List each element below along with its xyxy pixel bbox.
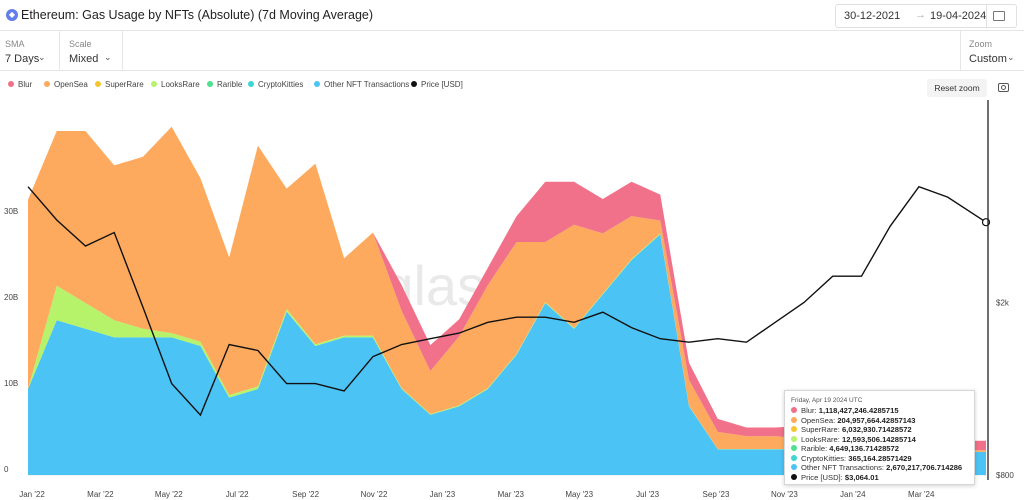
x-tick-label: Jan '23: [430, 490, 456, 499]
legend-item-price[interactable]: Price [USD]: [411, 80, 463, 89]
y-axis-right: $800 $2k: [996, 299, 1014, 481]
tooltip-row-rarible: Rarible: 4,649,136.71428572: [791, 444, 899, 453]
area-opensea: [28, 126, 986, 452]
x-tick-label: Nov '23: [771, 490, 798, 499]
zoom-select[interactable]: Zoom Custom ⌄: [960, 31, 1024, 71]
x-tick-label: Jan '24: [840, 490, 866, 499]
stacked-areas: [28, 126, 986, 475]
x-tick-label: Jul '23: [636, 490, 659, 499]
legend-item-looksrare[interactable]: LooksRare: [151, 80, 200, 89]
divider: [986, 5, 987, 27]
legend-item-superrare[interactable]: SuperRare: [95, 80, 144, 89]
x-tick-label: Sep '23: [703, 490, 730, 499]
tooltip-row-cryptokitties: CryptoKitties: 365,164.28571429: [791, 454, 912, 463]
header-bar: ◆ Ethereum: Gas Usage by NFTs (Absolute)…: [0, 0, 1024, 31]
x-tick-label: Mar '23: [498, 490, 525, 499]
legend-item-cryptokitties[interactable]: CryptoKitties: [248, 80, 303, 89]
date-range-picker[interactable]: 30-12-2021 → 19-04-2024: [835, 4, 1017, 28]
tooltip-row-other-nft: Other NFT Transactions: 2,670,217,706.71…: [791, 463, 962, 472]
chart-tooltip: Friday, Apr 19 2024 UTC Blur: 1,118,427,…: [784, 390, 975, 485]
scale-select[interactable]: Scale Mixed ⌄: [60, 31, 123, 71]
page-title: Ethereum: Gas Usage by NFTs (Absolute) (…: [21, 8, 374, 22]
scale-value: Mixed: [69, 53, 99, 65]
y-tick-right: $800: [996, 471, 1014, 480]
date-from-field[interactable]: 30-12-2021: [844, 10, 901, 22]
zoom-label: Zoom: [969, 39, 993, 49]
ethereum-icon: ◆: [6, 9, 18, 21]
reset-zoom-button[interactable]: Reset zoom: [927, 79, 987, 97]
price-line: [27, 185, 987, 417]
tooltip-row-price: Price [USD]: $3,064.01: [791, 473, 879, 482]
camera-icon[interactable]: [998, 83, 1009, 92]
area-other-nft: [28, 234, 986, 475]
arrow-right-icon: →: [915, 9, 926, 21]
tooltip-row-blur: Blur: 1,118,427,246.4285715: [791, 406, 899, 415]
y-tick-left: 10B: [4, 379, 18, 388]
x-tick-label: Mar '24: [908, 490, 935, 499]
tooltip-date: Friday, Apr 19 2024 UTC: [791, 397, 863, 404]
y-tick-left: 0: [4, 465, 9, 474]
tooltip-row-opensea: OpenSea: 204,957,664.42857143: [791, 416, 915, 425]
x-tick-label: Jan '22: [19, 490, 45, 499]
legend-item-rarible[interactable]: Rarible: [207, 80, 242, 89]
chart-controls: SMA 7 Days ⌄ Scale Mixed ⌄ Zoom Custom ⌄: [0, 31, 1024, 71]
x-tick-label: Nov '22: [361, 490, 388, 499]
calendar-icon[interactable]: [993, 11, 1005, 21]
y-tick-left: 30B: [4, 207, 18, 216]
y-axis-left: 0 10B 20B 30B: [4, 207, 18, 474]
tooltip-row-looksrare: LooksRare: 12,593,506.14285714: [791, 435, 916, 444]
tooltip-row-superrare: SuperRare: 6,032,930.71428572: [791, 425, 912, 434]
x-tick-label: Sep '22: [292, 490, 319, 499]
legend-item-blur[interactable]: Blur: [8, 80, 32, 89]
x-axis: Jan '22 Mar '22 May '22 Jul '22 Sep '22 Nov '…: [19, 490, 935, 499]
sma-select[interactable]: SMA 7 Days ⌄: [0, 31, 60, 71]
x-tick-label: May '23: [565, 490, 593, 499]
chevron-down-icon: ⌄: [1007, 52, 1015, 62]
x-tick-label: Mar '22: [87, 490, 114, 499]
date-to-field[interactable]: 19-04-2024: [930, 10, 987, 22]
sma-label: SMA: [5, 39, 25, 49]
y-tick-left: 20B: [4, 293, 18, 302]
legend-item-other-nft[interactable]: Other NFT Transactions: [314, 80, 409, 89]
legend-item-opensea[interactable]: OpenSea: [44, 80, 88, 89]
y-tick-right: $2k: [996, 299, 1010, 308]
sma-value: 7 Days: [5, 53, 40, 65]
scale-label: Scale: [69, 39, 92, 49]
chevron-down-icon: ⌄: [38, 52, 46, 62]
chevron-down-icon: ⌄: [104, 52, 112, 62]
zoom-value: Custom: [969, 53, 1007, 65]
x-tick-label: Jul '22: [226, 490, 249, 499]
x-tick-label: May '22: [155, 490, 183, 499]
